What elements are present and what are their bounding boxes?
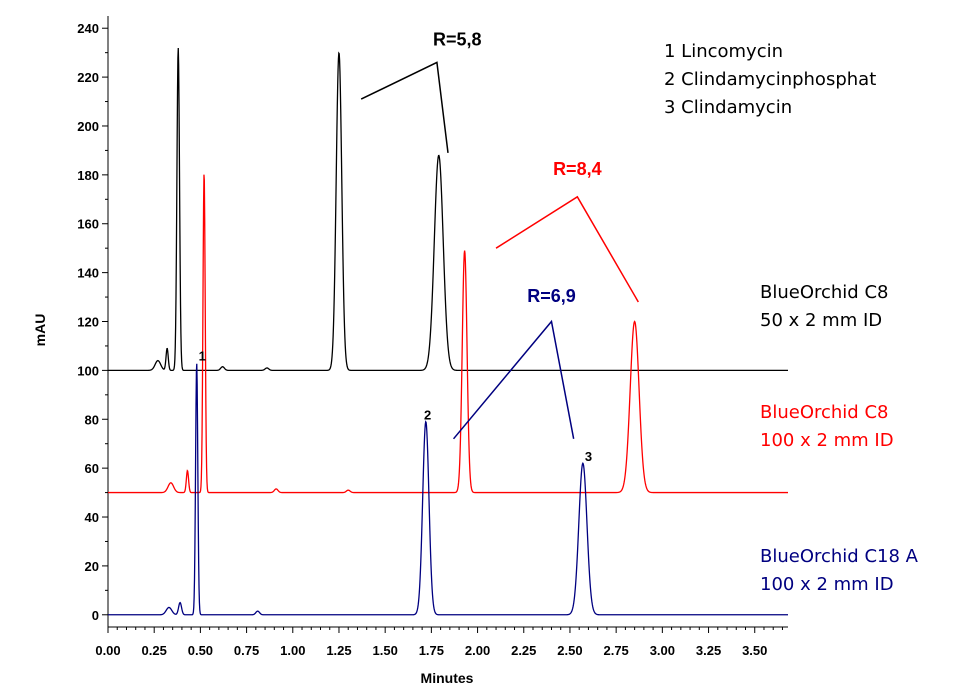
y-tick-label: 120 bbox=[77, 315, 99, 330]
axes: 0 20 40 60 80 100 120 140 160 180 200 220 240 0.00 0.2… bbox=[77, 16, 788, 658]
resolution-bracket-2 bbox=[495, 195, 639, 303]
compound-legend: 1 Lincomycin 2 Clindamycinphosphat 3 Cli… bbox=[664, 41, 876, 118]
x-tick-label: 0.25 bbox=[142, 643, 167, 658]
x-tick-label: 2.75 bbox=[603, 643, 628, 658]
compound-legend-item-2: 2 Clindamycinphosphat bbox=[664, 69, 876, 90]
resolution-label-1: R=5,8 bbox=[433, 29, 482, 49]
y-tick-label: 140 bbox=[77, 266, 99, 281]
series-legend-c8-100-dims: 100 x 2 mm ID bbox=[760, 430, 894, 451]
compound-legend-item-1: 1 Lincomycin bbox=[664, 41, 783, 62]
resolution-label-3: R=6,9 bbox=[527, 286, 576, 306]
x-tick-label: 0.00 bbox=[95, 643, 120, 658]
annotations: 1 2 3 R=5,8 R=8,4 R=6,9 bbox=[199, 29, 639, 464]
peak-label-2: 2 bbox=[424, 407, 431, 422]
x-tick-label: 3.00 bbox=[650, 643, 675, 658]
x-tick-label: 1.00 bbox=[280, 643, 305, 658]
series-trace-2 bbox=[108, 174, 788, 494]
y-tick-label: 80 bbox=[85, 412, 99, 427]
peak-label-3: 3 bbox=[585, 449, 592, 464]
peak-label-1: 1 bbox=[199, 349, 206, 364]
series-trace-1 bbox=[108, 47, 788, 372]
x-tick-label: 2.25 bbox=[511, 643, 536, 658]
resolution-label-2: R=8,4 bbox=[553, 159, 602, 179]
x-tick-label: 0.75 bbox=[234, 643, 259, 658]
compound-legend-item-3: 3 Clindamycin bbox=[664, 97, 792, 118]
x-tick-label: 1.25 bbox=[326, 643, 351, 658]
x-tick-label: 3.25 bbox=[696, 643, 721, 658]
series-legend-c18-dims: 100 x 2 mm ID bbox=[760, 574, 894, 595]
resolution-bracket-1 bbox=[360, 61, 449, 153]
series-legend-c8-100-name: BlueOrchid C8 bbox=[760, 402, 888, 423]
y-tick-label: 200 bbox=[77, 119, 99, 134]
x-tick-label: 1.50 bbox=[373, 643, 398, 658]
x-tick-label: 3.50 bbox=[742, 643, 767, 658]
series-legend-c8-50-name: BlueOrchid C8 bbox=[760, 282, 888, 303]
series-legend-c8-50-dims: 50 x 2 mm ID bbox=[760, 310, 882, 331]
x-tick-label: 0.50 bbox=[188, 643, 213, 658]
y-tick-label: 220 bbox=[77, 70, 99, 85]
x-tick-label: 2.00 bbox=[465, 643, 490, 658]
y-tick-label: 160 bbox=[77, 217, 99, 232]
y-tick-label: 180 bbox=[77, 168, 99, 183]
resolution-bracket-3 bbox=[452, 319, 575, 440]
x-axis-title: Minutes bbox=[421, 670, 474, 686]
series-legend: BlueOrchid C8 50 x 2 mm ID BlueOrchid C8… bbox=[760, 282, 919, 595]
traces bbox=[108, 47, 788, 616]
y-tick-label: 20 bbox=[85, 559, 99, 574]
y-tick-label: 0 bbox=[92, 608, 99, 623]
series-trace-3 bbox=[108, 363, 788, 616]
y-tick-label: 40 bbox=[85, 510, 99, 525]
y-tick-label: 60 bbox=[85, 461, 99, 476]
y-tick-label: 240 bbox=[77, 21, 99, 36]
x-tick-label: 1.75 bbox=[419, 643, 444, 658]
series-legend-c18-name: BlueOrchid C18 A bbox=[760, 546, 919, 567]
x-tick-label: 2.50 bbox=[557, 643, 582, 658]
y-tick-label: 100 bbox=[77, 363, 99, 378]
y-axis-title: mAU bbox=[32, 314, 48, 347]
